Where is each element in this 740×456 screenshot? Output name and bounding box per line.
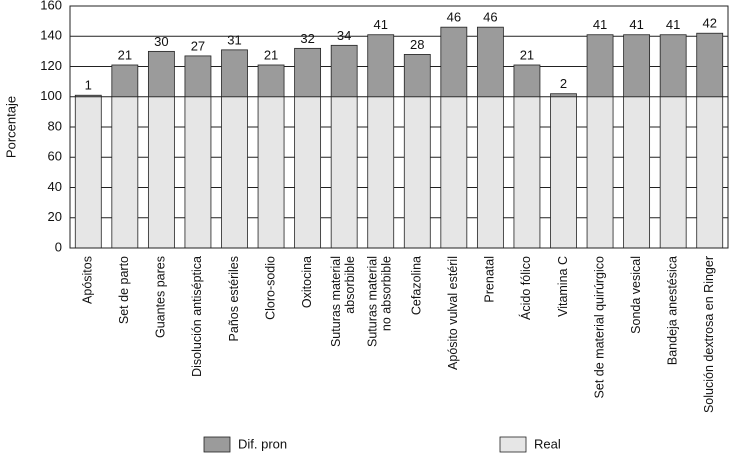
legend-swatch xyxy=(499,436,527,453)
x-tick-label: Disolución antiséptica xyxy=(190,256,204,377)
value-label: 34 xyxy=(337,28,351,43)
value-label: 1 xyxy=(85,78,92,93)
value-label: 21 xyxy=(520,47,534,62)
x-tick-label: Sonda vesical xyxy=(629,256,643,334)
y-tick-label: 40 xyxy=(48,179,62,194)
bar-segment xyxy=(696,32,724,98)
bar-segment xyxy=(74,94,102,98)
bar-segment xyxy=(623,34,651,98)
bar-segment xyxy=(111,96,139,249)
bar-segment xyxy=(330,44,358,98)
x-tick-label: Bandeja anestésica xyxy=(665,256,679,365)
bar-segment xyxy=(294,96,322,249)
bar-segment xyxy=(440,26,468,98)
bar-segment xyxy=(586,34,614,98)
value-label: 21 xyxy=(264,47,278,62)
bar-segment xyxy=(330,96,358,249)
value-label: 27 xyxy=(191,38,205,53)
bar-segment xyxy=(147,50,175,98)
bar-segment xyxy=(659,96,687,249)
x-tick-label: Set de material quirúrgico xyxy=(592,256,606,398)
bar-segment xyxy=(476,26,504,98)
legend-swatch xyxy=(203,436,231,453)
y-tick-label: 140 xyxy=(40,28,62,43)
bar-segment xyxy=(513,96,541,249)
y-tick-label: 0 xyxy=(55,239,62,254)
value-label: 28 xyxy=(410,37,424,52)
value-label: 41 xyxy=(593,17,607,32)
bar-segment xyxy=(294,47,322,98)
y-tick-label: 80 xyxy=(48,118,62,133)
x-tick-label: Oxitocina xyxy=(300,256,314,308)
bar-segment xyxy=(74,96,102,249)
x-tick-label: Cefazolina xyxy=(410,256,424,315)
value-label: 41 xyxy=(666,17,680,32)
bar-segment xyxy=(367,96,395,249)
bar-segment xyxy=(550,96,577,249)
x-tick-label: Apósito vulval estéril xyxy=(446,256,460,370)
bar-segment xyxy=(221,96,248,249)
y-tick-label: 100 xyxy=(40,88,62,103)
x-tick-label: Solución dextrosa en Ringer xyxy=(702,256,716,413)
bar-segment xyxy=(111,64,139,98)
bar-segment xyxy=(403,96,431,249)
x-tick-label: Guantes pares xyxy=(154,256,168,338)
bar-segment xyxy=(659,34,687,98)
x-tick-label: Set de parto xyxy=(117,256,131,324)
value-label: 32 xyxy=(300,31,314,46)
bar-segment xyxy=(184,55,212,98)
y-tick-label: 60 xyxy=(48,149,62,164)
y-tick-label: 120 xyxy=(40,58,62,73)
y-axis-label: Porcentaje xyxy=(3,96,18,158)
plot-frame xyxy=(69,5,729,249)
x-tick-label: Suturas materialabsorbible xyxy=(329,256,357,347)
value-label: 46 xyxy=(447,10,461,25)
bar-segment xyxy=(696,96,724,249)
bar-segment xyxy=(403,54,431,98)
bar-segment xyxy=(221,49,248,98)
value-label: 31 xyxy=(227,32,241,47)
value-label: 2 xyxy=(560,76,567,91)
bar-segment xyxy=(147,96,175,249)
value-label: 21 xyxy=(118,47,132,62)
x-tick-label: Ácido fólico xyxy=(518,256,533,320)
bar-segment xyxy=(257,96,285,249)
value-label: 30 xyxy=(154,34,168,49)
x-tick-label: Vitamina C xyxy=(556,256,570,317)
x-tick-label: Cloro-sodio xyxy=(263,256,277,320)
value-label: 42 xyxy=(702,16,716,31)
x-tick-label: Apósitos xyxy=(81,256,95,304)
value-label: 46 xyxy=(483,10,497,25)
bar-segment xyxy=(586,96,614,249)
legend-label: Dif. pron xyxy=(238,436,287,451)
bar-segment xyxy=(440,96,468,249)
bar-segment xyxy=(257,64,285,98)
bar-segment xyxy=(513,64,541,98)
y-tick-label: 20 xyxy=(48,209,62,224)
legend-label: Real xyxy=(534,436,561,451)
y-tick-label: 160 xyxy=(40,0,62,12)
bar-segment xyxy=(550,93,577,98)
bar-segment xyxy=(476,96,504,249)
x-tick-label: Prenatal xyxy=(483,256,497,303)
bar-segment xyxy=(367,34,395,98)
bar-segment xyxy=(623,96,651,249)
bar-segment xyxy=(184,96,212,249)
value-label: 41 xyxy=(629,17,643,32)
value-label: 41 xyxy=(373,17,387,32)
x-tick-label: Paños estériles xyxy=(227,256,241,341)
x-tick-label: Suturas materialno absorbible xyxy=(366,256,394,347)
